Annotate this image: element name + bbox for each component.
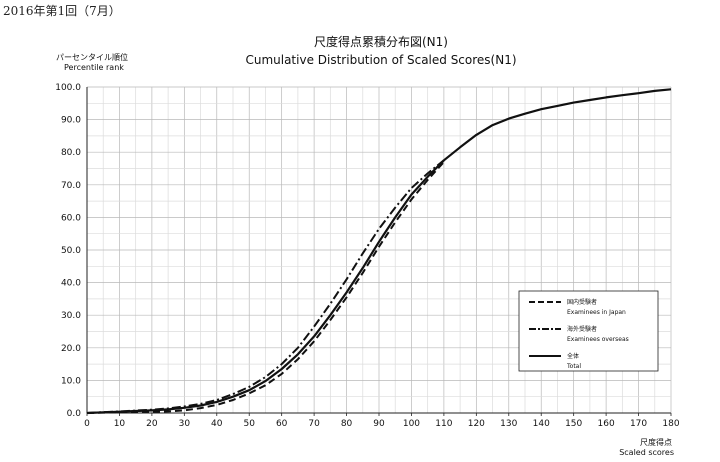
y-tick-label: 20.0 [61, 344, 81, 354]
legend-label-jp: 国内受験者 [567, 298, 597, 306]
legend-box [518, 290, 659, 372]
series-lines [86, 88, 672, 415]
x-tick-label: 80 [341, 419, 353, 429]
series-line-solid [86, 88, 672, 415]
y-tick-label: 50.0 [61, 246, 81, 256]
y-tick-label: 90.0 [61, 116, 81, 126]
x-tick-label: 90 [373, 419, 385, 429]
x-tick-label: 180 [662, 419, 679, 429]
x-tick-label: 130 [500, 419, 517, 429]
y-tick-label: 40.0 [61, 279, 81, 289]
y-tick-label: 60.0 [61, 213, 81, 223]
legend-label-jp: 海外受験者 [567, 325, 597, 333]
chart-title: 尺度得点累積分布図(N1) [314, 34, 448, 49]
legend-label-jp: 全体 [567, 352, 579, 360]
x-tick-label: 0 [84, 419, 90, 429]
x-tick-label: 120 [468, 419, 485, 429]
x-axis-label-en: Scaled scores [619, 448, 674, 457]
x-tick-label: 110 [435, 419, 452, 429]
x-tick-label: 70 [308, 419, 320, 429]
legend-label-en: Examinees in Japan [567, 309, 626, 316]
y-tick-label: 80.0 [61, 148, 81, 158]
y-tick-label: 70.0 [61, 181, 81, 191]
series-line-dashed [86, 161, 445, 414]
y-tick-label: 100.0 [55, 83, 81, 93]
y-tick-label: 0.0 [67, 409, 82, 419]
legend: 国内受験者 Examinees in Japan 海外受験者 Examinees ov… [518, 290, 659, 372]
x-tick-label: 170 [630, 419, 647, 429]
x-tick-label: 100 [403, 419, 420, 429]
exam-session-caption: 2016年第1回（7月） [3, 4, 121, 18]
x-tick-label: 20 [146, 419, 158, 429]
x-tick-label: 10 [114, 419, 126, 429]
chart-subtitle: Cumulative Distribution of Scaled Scores… [245, 53, 516, 67]
legend-label-en: Total [566, 363, 581, 370]
x-axis-label-jp: 尺度得点 [640, 437, 672, 447]
x-tick-label: 30 [179, 419, 191, 429]
x-tick-label: 150 [565, 419, 582, 429]
tick-labels: 0 10 20 30 40 50 60 70 80 90 100 110 120 130 140 150 160… [55, 83, 680, 429]
y-axis-label-en: Percentile rank [64, 63, 124, 72]
y-tick-label: 10.0 [61, 376, 81, 386]
x-tick-label: 140 [533, 419, 550, 429]
x-tick-label: 60 [276, 419, 288, 429]
y-axis-label-jp: パーセンタイル順位 [56, 52, 128, 62]
x-tick-label: 160 [598, 419, 615, 429]
y-tick-label: 30.0 [61, 311, 81, 321]
x-tick-label: 50 [243, 419, 255, 429]
x-tick-label: 40 [211, 419, 223, 429]
legend-label-en: Examinees overseas [567, 336, 629, 343]
